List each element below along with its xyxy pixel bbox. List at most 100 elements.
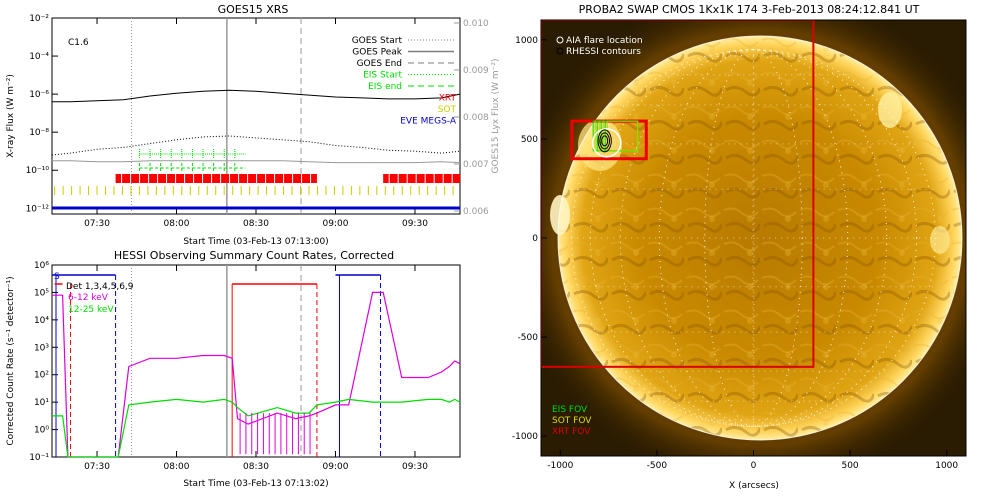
swap-legend-aia: AIA flare location: [566, 36, 643, 46]
goes-right-y-tick-label: 0.010: [463, 19, 489, 29]
goes-legend-label: GOES Peak: [352, 48, 402, 58]
goes-x-tick-label: 08:30: [243, 219, 269, 229]
hessi-y-tick-label: 10²: [34, 371, 49, 381]
swap-lat-lon-grid: [565, 49, 942, 427]
goes-y-tick-label: 10⁻¹⁰: [26, 166, 50, 176]
goes-y-tick-label: 10⁻⁴: [29, 52, 49, 62]
goes-flare-class: C1.6: [68, 38, 89, 48]
eis-fov-box: [606, 120, 639, 152]
hessi-x-tick-label: 08:00: [164, 462, 190, 472]
goes-x-tick-label: 07:30: [84, 219, 110, 229]
xrt-interval: [115, 174, 317, 183]
hessi-legend-low: 6-12 keV: [68, 293, 109, 303]
goes-legend-label: GOES End: [357, 59, 402, 69]
hessi-series-line: [52, 398, 461, 458]
swap-x-tick-label: -500: [647, 461, 668, 471]
swap-fov-overlays: [541, 20, 815, 368]
swap-active-region: [578, 119, 622, 171]
hessi-y-label: Corrected Count Rate (s⁻¹ detector⁻¹): [6, 276, 16, 445]
goes-legend-label: SOT: [438, 105, 457, 115]
goes-y-label: X-ray Flux (W m⁻²): [6, 74, 16, 158]
swap-x-label: X (arcsecs): [729, 481, 779, 491]
goes-y-tick-label: 10⁻⁶: [29, 90, 49, 100]
rhessi-contour: [599, 132, 610, 150]
swap-longitude-line: [571, 49, 936, 427]
swap-y-axis: 1000 500 0 -500 -1000: [512, 36, 547, 442]
swap-panel: PROBA2 SWAP CMOS 1Kx1K 174 3-Feb-2013 08…: [512, 3, 967, 491]
hessi-y-tick-label: 10⁰: [34, 426, 49, 436]
swap-y-tick-label: 0: [532, 234, 538, 244]
goes-y-tick-label: 10⁻⁸: [29, 128, 49, 138]
swap-y-tick-label: 500: [521, 135, 538, 145]
xrt-fov-box: [541, 20, 815, 368]
hessi-y-tick-label: 10³: [34, 343, 49, 353]
hessi-marks: [52, 265, 461, 458]
hessi-state-label: S: [54, 272, 60, 282]
goes-right-y-tick-label: 0.006: [463, 207, 489, 217]
swap-longitude-line: [658, 49, 849, 427]
goes-legend-label: EIS end: [368, 82, 402, 92]
goes-y-tick-label: 10⁻¹²: [26, 204, 50, 214]
goes-legend-label: EIS Start: [363, 71, 402, 81]
swap-limb-circle: [557, 35, 963, 441]
goes-x-tick-label: 09:00: [323, 219, 349, 229]
swap-y-tick-label: -500: [518, 333, 539, 343]
hessi-y-axis: 10⁶ 10⁵ 10⁴ 10³ 10² 10¹ 10⁰ 10⁻¹: [29, 261, 58, 463]
swap-y-tick-label: -1000: [512, 432, 538, 442]
swap-panel-title: PROBA2 SWAP CMOS 1Kx1K 174 3-Feb-2013 08…: [579, 3, 920, 16]
goes-x-axis: 07:30 08:00 08:30 09:00 09:30: [84, 18, 428, 229]
goes-x-tick-label: 09:30: [402, 219, 428, 229]
swap-y-tick-label: 1000: [515, 36, 538, 46]
goes-y-tick-label: 10⁻²: [29, 14, 49, 24]
hessi-x-tick-label: 09:30: [402, 462, 428, 472]
swap-legend-sot: SOT FOV: [552, 416, 592, 426]
goes-x-label: Start Time (03-Feb-13 07:13:00): [183, 237, 328, 247]
rhessi-contour: [597, 129, 612, 153]
goes-series-line: [52, 160, 461, 164]
hessi-y-tick-label: 10⁻¹: [29, 453, 49, 463]
goes-marks: [51, 18, 461, 214]
hessi-detectors-label: Det 1,3,4,5,6,9: [66, 282, 134, 292]
swap-longitude-line: [752, 49, 755, 427]
swap-legend-xrt: XRT FOV: [552, 427, 591, 437]
swap-legend-eis: EIS FOV: [552, 405, 588, 415]
swap-legend-rhessi: RHESSI contours: [566, 47, 641, 57]
swap-legend-aia-symbol: [556, 36, 564, 44]
hessi-legend-high: 12-25 keV: [68, 305, 114, 315]
goes-legend-label: EVE MEGS-A: [400, 117, 457, 127]
swap-x-tick-label: 0: [751, 461, 757, 471]
swap-limb-brightening-ne: [878, 92, 902, 128]
goes-panel: GOES15 XRS C1.6 10⁻²10⁻⁴10⁻⁶10⁻⁸10⁻¹⁰10⁻…: [6, 3, 501, 247]
goes-y-label-right: GOES15 Lyx Flux (W m⁻²): [491, 59, 501, 174]
hessi-x-tick-label: 08:30: [243, 462, 269, 472]
hessi-plot-frame: [51, 264, 461, 458]
goes-series-line: [52, 89, 461, 103]
goes-right-y-axis: 0.010 0.009 0.008 0.007 0.006: [454, 19, 489, 217]
goes-panel-title: GOES15 XRS: [218, 3, 289, 16]
goes-y-axis: 10⁻² 10⁻⁴ 10⁻⁶ 10⁻⁸ 10⁻¹⁰ 10⁻¹²: [26, 14, 58, 214]
goes-legend-label: GOES Start: [352, 36, 403, 46]
swap-x-tick-label: -1000: [547, 461, 573, 471]
hessi-y-tick-label: 10⁶: [34, 261, 49, 271]
hessi-panel-title: HESSI Observing Summary Count Rates, Cor…: [114, 249, 394, 262]
swap-limb-brightening-west: [930, 226, 950, 254]
hessi-y-tick-label: 10¹: [34, 398, 49, 408]
swap-longitude-line: [704, 49, 803, 427]
goes-right-y-tick-label: 0.008: [463, 113, 489, 123]
goes-right-y-tick-label: 0.009: [463, 66, 489, 76]
goes-legend-label: XRT: [439, 94, 457, 104]
swap-image: [541, 20, 966, 456]
hessi-y-tick-label: 10⁴: [34, 316, 49, 326]
rhessi-contour: [601, 135, 609, 147]
xrt-interval: [383, 174, 460, 183]
aia-flare-location-marker: [591, 128, 622, 158]
swap-legend-rhessi-symbol: [556, 47, 564, 55]
swap-disk-texture: [558, 36, 962, 440]
hessi-panel: HESSI Observing Summary Count Rates, Cor…: [6, 249, 461, 489]
hessi-series-line: [52, 291, 461, 458]
goes-x-tick-label: 08:00: [164, 219, 190, 229]
hessi-y-tick-label: 10⁵: [34, 288, 49, 298]
swap-x-axis: -1000 -500 0 500 1000: [547, 450, 958, 471]
